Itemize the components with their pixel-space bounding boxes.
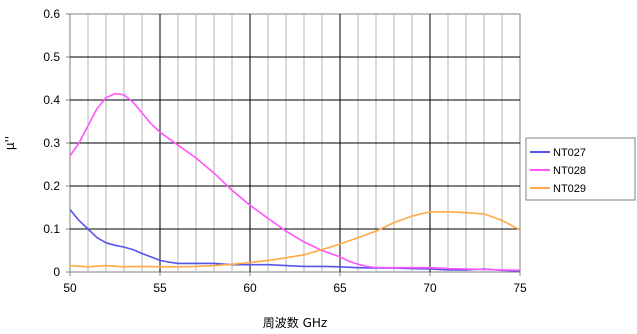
y-tick-label: 0 <box>53 265 60 279</box>
legend-label: NT029 <box>553 183 586 195</box>
y-tick-label: 0.5 <box>43 50 60 64</box>
x-tick-label: 75 <box>513 281 527 295</box>
x-tick-label: 60 <box>243 281 257 295</box>
series-line-nt027 <box>69 209 521 272</box>
y-tick-label: 0.3 <box>43 136 60 150</box>
legend-label: NT028 <box>553 165 586 177</box>
y-tick-label: 0.6 <box>43 7 60 21</box>
series-line-nt029 <box>69 211 521 268</box>
series-layer <box>69 92 521 272</box>
x-tick-label: 65 <box>333 281 347 295</box>
y-tick-labels: 0 0.1 0.2 0.3 0.4 0.5 0.6 <box>43 7 60 279</box>
y-tick-label: 0.1 <box>43 222 60 236</box>
legend: NT027 NT028 NT029 <box>525 137 636 201</box>
x-tick-label: 55 <box>153 281 167 295</box>
major-grid <box>66 13 521 276</box>
y-tick-label: 0.4 <box>43 93 60 107</box>
x-tick-label: 50 <box>63 281 77 295</box>
x-tick-labels: 50 55 60 65 70 75 <box>63 281 527 295</box>
y-tick-label: 0.2 <box>43 179 60 193</box>
x-tick-label: 70 <box>423 281 437 295</box>
x-axis-title: 周波数 GHz <box>263 315 327 330</box>
y-axis-title: μ'' <box>3 136 17 150</box>
legend-label: NT027 <box>553 147 586 159</box>
series-line-nt028 <box>69 92 521 272</box>
